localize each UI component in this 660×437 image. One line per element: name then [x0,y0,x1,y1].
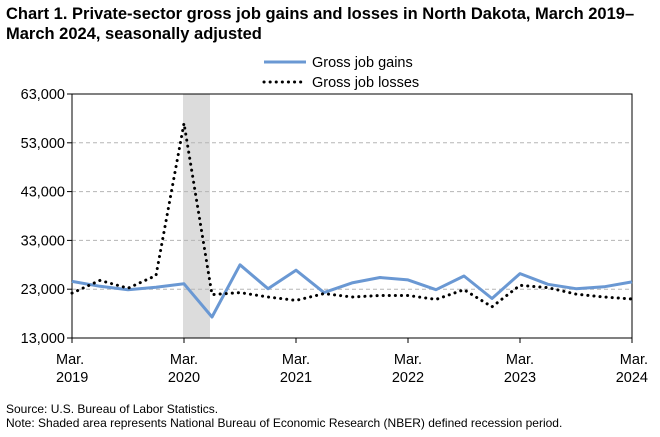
x-tick-year: 2019 [56,370,88,386]
x-tick-month: Mar. [170,352,198,368]
legend-label: Gross job losses [312,75,419,91]
x-tick-month: Mar. [506,352,534,368]
y-tick-label: 33,000 [21,233,65,249]
y-tick-label: 13,000 [21,331,65,347]
legend-label: Gross job gains [312,55,413,71]
x-tick-month: Mar. [620,352,648,368]
plot-area [71,93,633,339]
chart-title: Chart 1. Private-sector gross job gains … [6,5,635,43]
y-tick-label: 23,000 [21,282,65,298]
x-tick-year: 2021 [280,370,312,386]
series-gross-job-losses [70,121,634,309]
y-tick-label: 63,000 [21,87,65,103]
x-tick-year: 2022 [392,370,424,386]
x-tick-month: Mar. [394,352,422,368]
source-note: Source: U.S. Bureau of Labor Statistics. [6,402,219,416]
x-tick-month: Mar. [56,352,84,368]
x-tick-year: 2023 [504,370,536,386]
x-tick-year: 2020 [168,370,200,386]
x-tick-month: Mar. [282,352,310,368]
recession-note: Note: Shaded area represents National Bu… [6,416,563,430]
x-tick-year: 2024 [616,370,648,386]
y-tick-label: 53,000 [21,136,65,152]
series-gross-job-gains [71,263,633,319]
recession-band [183,94,210,338]
chart-notes: Source: U.S. Bureau of Labor Statistics.… [6,402,562,430]
y-tick-label: 43,000 [21,185,65,201]
